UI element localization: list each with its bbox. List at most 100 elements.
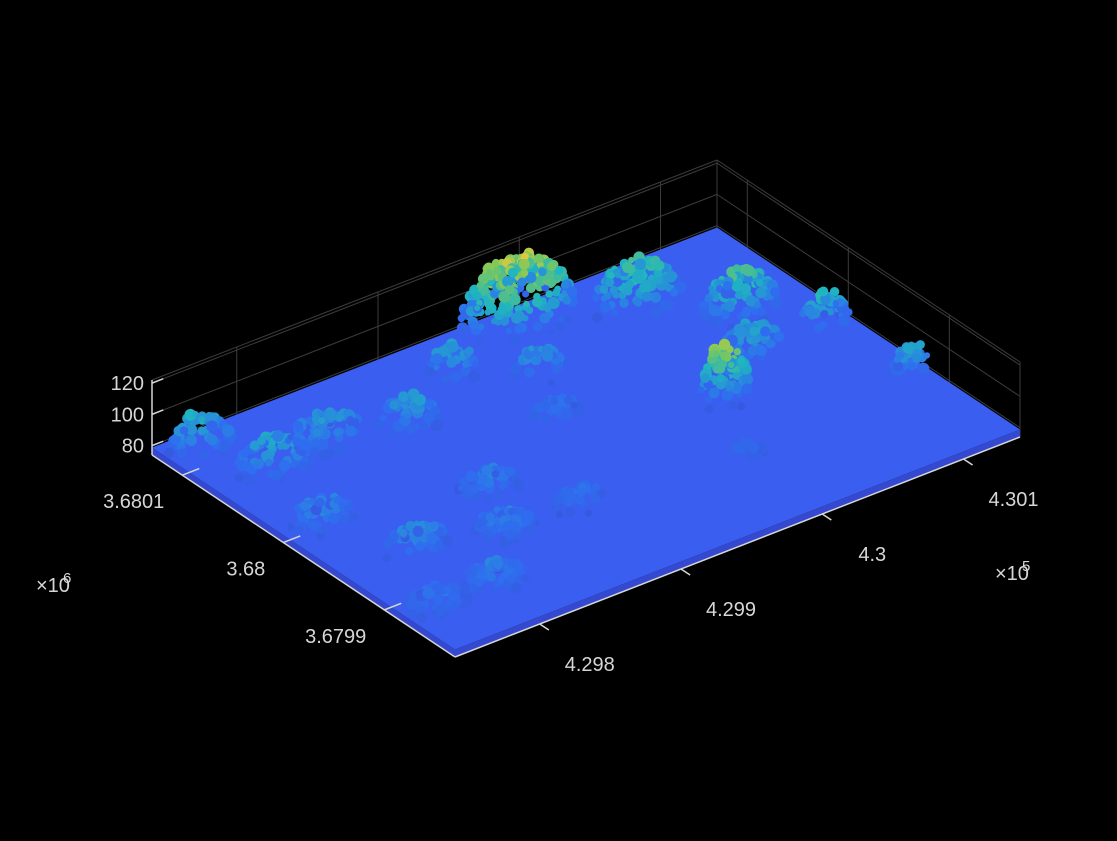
grid-line xyxy=(716,225,1021,429)
z-tick-label: 80 xyxy=(122,436,144,458)
point xyxy=(253,463,260,470)
y-tick-label: 3.6801 xyxy=(103,491,164,513)
grid-line xyxy=(151,193,718,415)
point xyxy=(509,364,521,376)
point xyxy=(287,523,295,532)
point xyxy=(564,314,574,325)
point xyxy=(300,501,310,511)
point xyxy=(760,326,771,337)
point xyxy=(839,304,850,315)
point xyxy=(426,532,438,545)
point xyxy=(575,495,585,506)
point xyxy=(612,291,620,299)
point xyxy=(508,293,521,306)
x-axis xyxy=(454,436,1021,658)
point xyxy=(406,522,414,530)
point xyxy=(505,327,512,334)
point xyxy=(710,319,719,328)
point xyxy=(477,563,485,571)
point xyxy=(492,558,504,569)
point xyxy=(242,461,253,472)
point xyxy=(756,306,766,317)
point xyxy=(431,353,443,365)
z-tick xyxy=(151,409,164,416)
z-tick-label: 100 xyxy=(111,404,144,426)
point xyxy=(170,434,181,445)
point xyxy=(290,460,298,468)
point xyxy=(521,269,529,277)
point xyxy=(308,498,316,506)
point xyxy=(713,350,720,357)
point xyxy=(818,321,828,330)
point xyxy=(456,322,468,334)
point xyxy=(416,612,428,623)
point xyxy=(533,321,543,332)
point xyxy=(770,287,780,297)
x-tick xyxy=(821,513,832,521)
point xyxy=(410,535,417,543)
z-tick xyxy=(151,440,164,447)
point xyxy=(733,348,742,356)
point xyxy=(718,338,731,351)
point xyxy=(398,391,409,402)
point xyxy=(292,421,304,432)
exponent-power: 5 xyxy=(1022,558,1030,575)
point xyxy=(472,360,479,367)
point xyxy=(708,350,716,358)
exponent-base: ×10 xyxy=(36,575,70,597)
point xyxy=(565,507,576,518)
point xyxy=(513,477,524,489)
point xyxy=(429,522,438,530)
point xyxy=(472,291,482,301)
point xyxy=(436,607,445,617)
point xyxy=(497,305,508,315)
point xyxy=(273,470,281,478)
point xyxy=(465,470,478,483)
point xyxy=(704,404,714,414)
point xyxy=(481,465,492,476)
point xyxy=(206,420,218,433)
point xyxy=(585,509,593,517)
point xyxy=(741,383,753,395)
point xyxy=(741,308,751,318)
point xyxy=(550,402,560,413)
point xyxy=(755,287,767,299)
point xyxy=(423,412,435,424)
x-tick xyxy=(680,568,691,576)
point xyxy=(476,337,484,345)
point xyxy=(591,482,601,492)
point xyxy=(457,483,467,492)
point xyxy=(653,260,665,271)
point xyxy=(747,345,758,357)
point xyxy=(486,572,496,582)
point xyxy=(514,324,523,334)
point xyxy=(641,291,652,302)
point xyxy=(200,449,210,459)
exponent-power: 6 xyxy=(63,570,71,587)
point xyxy=(561,280,570,289)
point xyxy=(599,285,609,294)
point xyxy=(502,276,514,288)
point xyxy=(773,297,781,305)
point xyxy=(312,428,321,437)
point xyxy=(477,569,485,577)
point xyxy=(240,448,250,458)
point xyxy=(405,424,416,435)
point xyxy=(554,266,564,275)
point xyxy=(591,312,603,323)
point xyxy=(474,305,481,312)
point xyxy=(292,436,303,447)
point xyxy=(547,297,560,309)
point xyxy=(669,288,679,297)
ground-top xyxy=(152,227,1020,650)
point xyxy=(720,303,728,310)
point xyxy=(390,430,397,437)
y-tick-label: 3.6799 xyxy=(305,626,366,648)
point xyxy=(507,507,516,516)
point xyxy=(829,287,840,297)
point xyxy=(511,312,523,324)
point xyxy=(837,314,850,327)
point xyxy=(464,490,472,498)
point xyxy=(600,295,608,302)
